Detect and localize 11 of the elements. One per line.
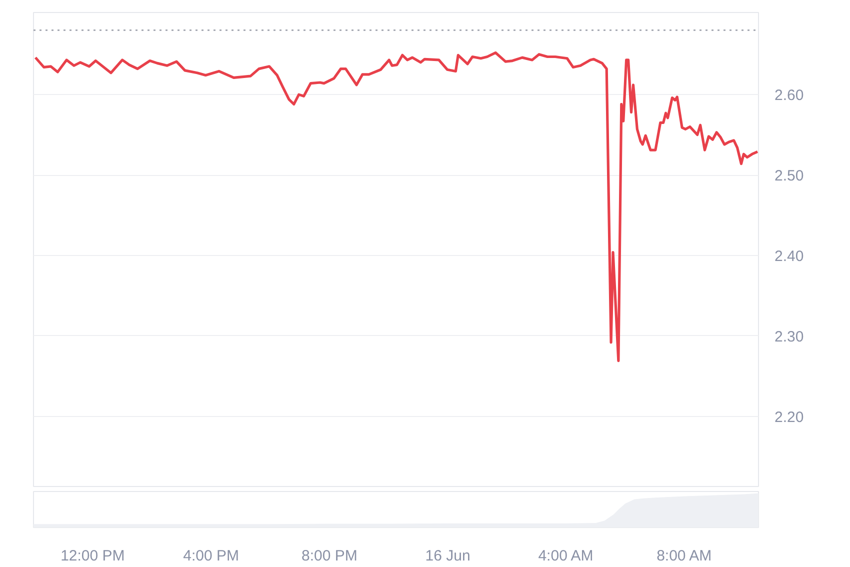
y-tick-label: 2.30 bbox=[774, 328, 804, 346]
y-tick-label: 2.40 bbox=[774, 248, 804, 265]
x-tick-label: 16 Jun bbox=[425, 548, 470, 564]
y-tick-label: 2.60 bbox=[774, 87, 804, 104]
y-tick-label: 2.50 bbox=[774, 168, 804, 185]
x-tick-label: 12:00 PM bbox=[60, 548, 125, 564]
y-tick-label: 2.20 bbox=[774, 408, 804, 426]
x-tick-label: 4:00 PM bbox=[183, 548, 239, 564]
x-tick-label: 8:00 AM bbox=[656, 548, 712, 564]
x-tick-label: 4:00 AM bbox=[538, 548, 594, 564]
x-tick-label: 8:00 PM bbox=[301, 548, 358, 564]
